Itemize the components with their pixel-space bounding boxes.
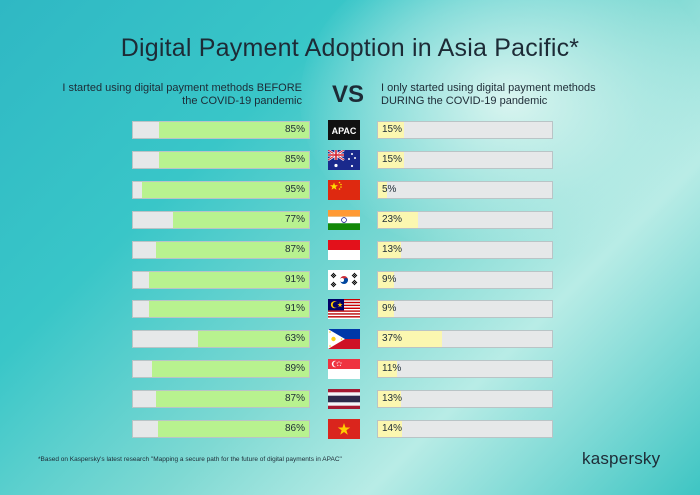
during-bar-track: 37% <box>377 330 553 348</box>
indonesia-flag-icon <box>328 240 360 260</box>
malaysia-flag-icon <box>328 299 360 319</box>
before-value-label: 87% <box>284 393 305 404</box>
during-value-label: 11% <box>382 363 402 374</box>
during-bar-track: 15% <box>377 121 553 139</box>
before-bar <box>155 391 309 407</box>
during-bar-track: 13% <box>377 241 553 259</box>
during-header: I only started using digital payment met… <box>381 82 596 107</box>
during-bar-track: 9% <box>377 300 553 318</box>
during-bar-track: 11% <box>377 360 553 378</box>
before-value-label: 87% <box>284 244 305 255</box>
apac-badge: APAC <box>328 120 360 140</box>
south-korea-flag-icon <box>328 270 360 290</box>
before-bar <box>155 242 309 258</box>
before-bar-track: 91% <box>132 300 310 318</box>
before-bar <box>173 212 309 228</box>
india-flag-icon <box>328 210 360 230</box>
during-bar <box>378 391 401 407</box>
before-bar <box>148 301 309 317</box>
before-value-label: 85% <box>284 154 305 165</box>
during-bar <box>378 152 405 168</box>
chart-title: Digital Payment Adoption in Asia Pacific… <box>120 34 580 62</box>
philippines-flag-icon <box>328 329 360 349</box>
during-bar-track: 15% <box>377 151 553 169</box>
during-bar-track: 9% <box>377 271 553 289</box>
during-value-label: 37% <box>382 333 403 344</box>
before-bar-track: 63% <box>132 330 310 348</box>
during-bar <box>378 212 419 228</box>
kaspersky-logo: kaspersky <box>582 449 661 468</box>
australia-flag-icon <box>328 150 360 170</box>
before-bar-track: 91% <box>132 271 310 289</box>
before-bar <box>159 122 309 138</box>
footnote: *Based on Kaspersky's latest research "M… <box>38 456 342 463</box>
during-value-label: 14% <box>382 423 403 434</box>
before-value-label: 86% <box>284 423 305 434</box>
during-bar <box>378 301 394 317</box>
before-value-label: 77% <box>284 214 305 225</box>
before-bar-track: 87% <box>132 390 310 408</box>
singapore-flag-icon <box>328 359 360 379</box>
during-value-label: 9% <box>382 303 397 314</box>
thailand-flag-icon <box>328 389 360 409</box>
china-flag-icon <box>328 180 360 200</box>
before-value-label: 85% <box>284 124 305 135</box>
during-value-label: 5% <box>382 184 397 195</box>
before-value-label: 91% <box>284 274 305 285</box>
vs-label: VS <box>331 81 364 108</box>
during-bar <box>378 361 398 377</box>
before-bar <box>198 331 309 347</box>
before-bar <box>141 182 309 198</box>
before-bar-track: 95% <box>132 181 310 199</box>
during-value-label: 15% <box>382 124 403 135</box>
before-bar-track: 87% <box>132 241 310 259</box>
before-bar-track: 77% <box>132 211 310 229</box>
before-bar <box>159 152 309 168</box>
before-header: I started using digital payment methods … <box>62 82 302 107</box>
during-value-label: 13% <box>382 393 403 404</box>
before-bar <box>148 272 309 288</box>
during-value-label: 9% <box>382 274 397 285</box>
during-bar-track: 14% <box>377 420 553 438</box>
during-bar-track: 23% <box>377 211 553 229</box>
before-value-label: 63% <box>284 333 305 344</box>
during-bar-track: 13% <box>377 390 553 408</box>
vietnam-flag-icon <box>328 419 360 439</box>
before-bar-track: 89% <box>132 360 310 378</box>
before-bar <box>152 361 309 377</box>
before-bar <box>157 421 309 437</box>
during-bar <box>378 242 401 258</box>
before-value-label: 95% <box>284 184 305 195</box>
during-value-label: 15% <box>382 154 403 165</box>
during-bar <box>378 421 403 437</box>
region-label: APAC <box>332 126 357 136</box>
before-bar-track: 86% <box>132 420 310 438</box>
during-bar <box>378 122 405 138</box>
during-value-label: 23% <box>382 214 403 225</box>
before-bar-track: 85% <box>132 121 310 139</box>
during-bar <box>378 272 394 288</box>
during-bar <box>378 331 443 347</box>
before-bar-track: 85% <box>132 151 310 169</box>
during-value-label: 13% <box>382 244 403 255</box>
during-bar <box>378 182 387 198</box>
before-value-label: 89% <box>284 363 305 374</box>
during-bar-track: 5% <box>377 181 553 199</box>
before-value-label: 91% <box>284 303 305 314</box>
